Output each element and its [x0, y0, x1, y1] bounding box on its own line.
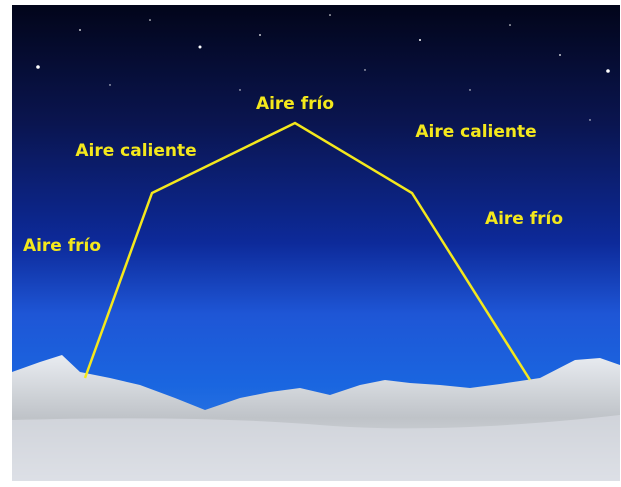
label: Aire frío — [256, 94, 334, 114]
label: Aire caliente — [415, 122, 536, 142]
snowfield — [12, 415, 620, 481]
scene: Aire frío Aire caliente Aire caliente Ai… — [0, 0, 621, 487]
label: Aire frío — [23, 236, 101, 256]
label: Aire frío — [485, 209, 563, 229]
label: Aire caliente — [75, 141, 196, 161]
